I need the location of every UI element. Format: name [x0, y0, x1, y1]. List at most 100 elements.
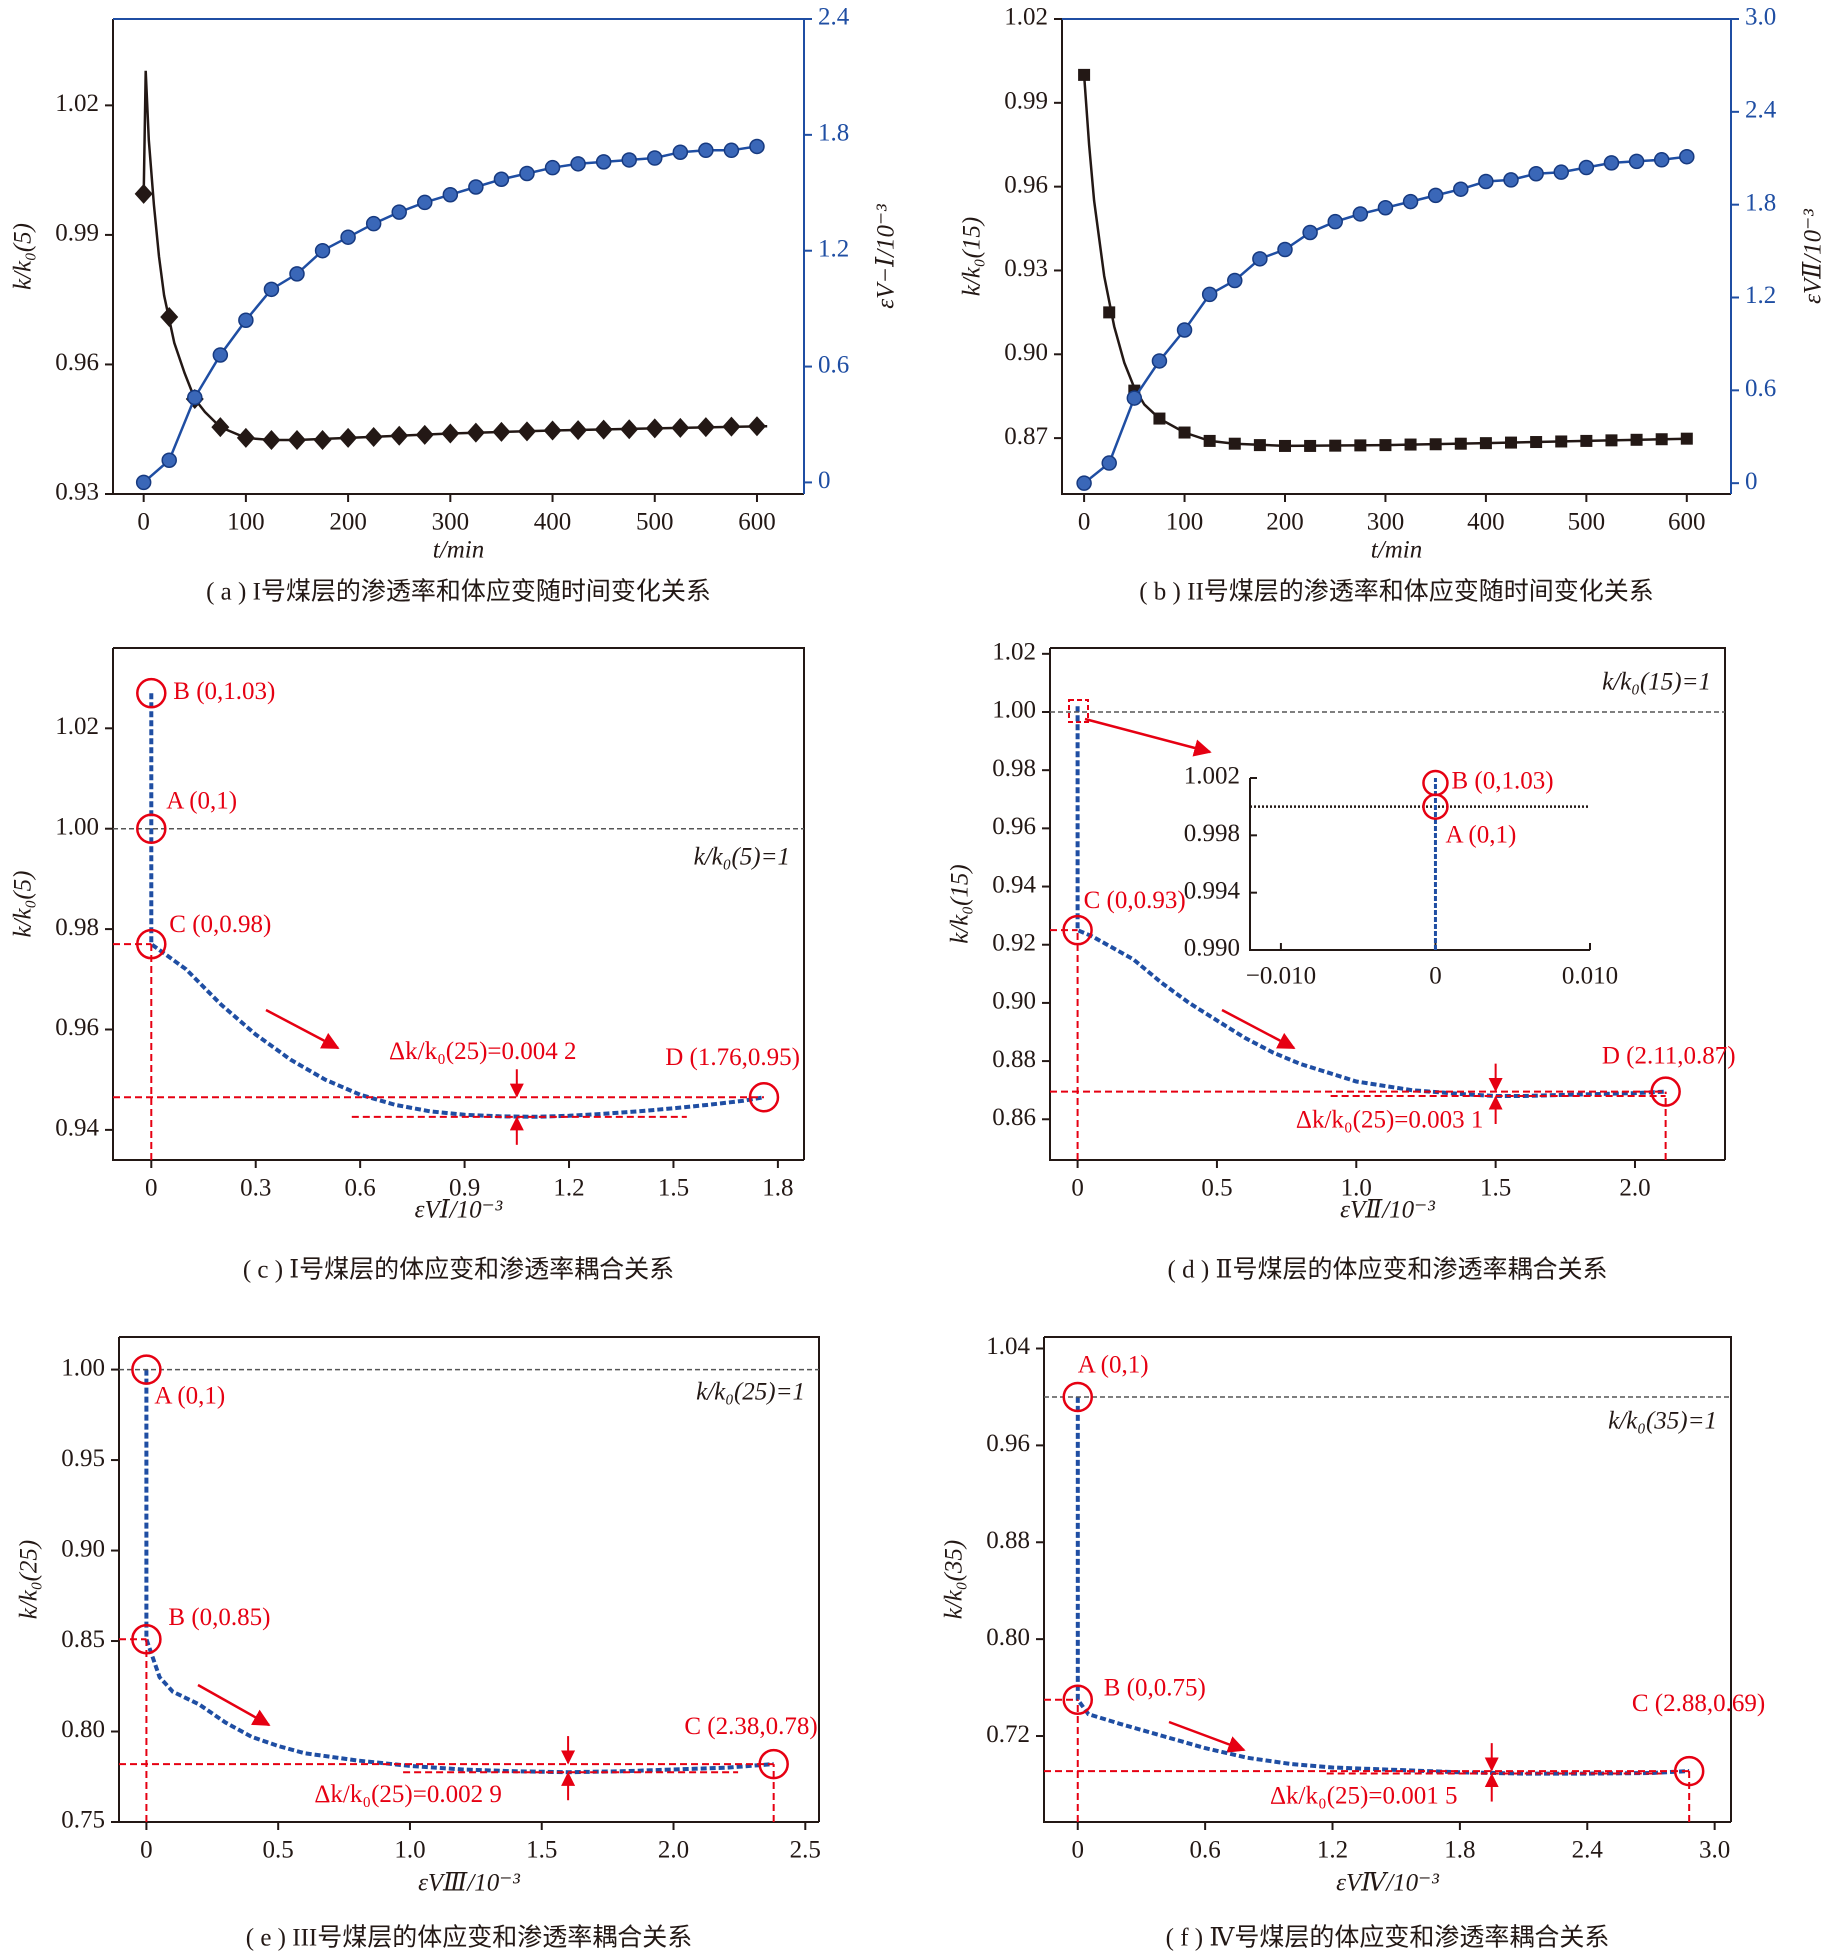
x-tick-label: 0.9	[449, 1175, 480, 1202]
marker	[238, 312, 254, 328]
axis-frame	[1043, 1337, 1731, 1823]
y-axis-label: k/k₀(5)	[10, 223, 37, 290]
marker	[519, 165, 535, 182]
x-tick-label: 2.5	[790, 1837, 821, 1864]
x-tick-label: 100	[227, 509, 265, 536]
point-marker	[1673, 1755, 1705, 1787]
zoom-box	[1068, 699, 1089, 723]
x-tick-label: 200	[1266, 509, 1304, 536]
marker	[1479, 437, 1492, 450]
marker	[1203, 434, 1216, 447]
series-line	[1075, 1396, 1690, 1776]
marker	[1076, 475, 1092, 491]
y-tick-label: 0.93	[55, 479, 99, 506]
x-tick-label: 1.8	[1444, 1837, 1475, 1864]
marker	[620, 419, 639, 440]
y-tick-label: 0.98	[55, 914, 99, 941]
trend-arrow	[1168, 1720, 1246, 1753]
marker	[466, 422, 485, 443]
point-label: C (2.88,0.69)	[1632, 1690, 1765, 1717]
marker	[1327, 213, 1343, 230]
marker	[570, 156, 586, 172]
y2-axis-label: εV−Ⅰ/10⁻³	[873, 204, 900, 309]
trend-arrow	[265, 1008, 340, 1050]
point-label: C (0,0.98)	[169, 911, 271, 938]
marker	[1680, 432, 1693, 445]
marker	[1354, 439, 1367, 452]
y-tick-label: 0.96	[1004, 171, 1048, 198]
marker	[1101, 455, 1117, 471]
y-axis-label: k/k₀(15)	[947, 864, 974, 943]
point-marker	[1062, 1381, 1094, 1413]
y-tick-label: 0.94	[992, 871, 1036, 898]
x-tick-label: 2.4	[1572, 1837, 1604, 1864]
point-label: C (0,0.93)	[1084, 887, 1186, 914]
caption: ( e ) III号煤层的体应变和渗透率耦合关系	[246, 1924, 692, 1952]
marker	[161, 452, 177, 468]
x-tick-label: 200	[329, 509, 367, 536]
y-tick-label: 0.90	[1004, 339, 1048, 366]
x-tick-label: 400	[1467, 509, 1505, 536]
caption: ( b ) II号煤层的渗透率和体应变随时间变化关系	[1139, 578, 1654, 606]
y-axis-label: k/k₀(5)	[10, 871, 37, 938]
x-tick-label: 2.0	[658, 1837, 689, 1864]
y-tick-label: 0.75	[61, 1807, 105, 1834]
x-tick-label: 100	[1166, 509, 1204, 536]
plot-area	[149, 693, 765, 1119]
x-tick-label: 1.2	[1317, 1837, 1348, 1864]
x-tick-label: 2.0	[1619, 1175, 1650, 1202]
x-tick-label: 1.2	[553, 1175, 584, 1202]
point-label: C (2.38,0.78)	[684, 1713, 817, 1740]
axis-frame	[1049, 648, 1725, 1161]
y-tick-label: 0.80	[986, 1624, 1030, 1651]
x-tick-label: 1.0	[1341, 1175, 1372, 1202]
inset-point-label: A (0,1)	[1445, 821, 1516, 848]
marker	[698, 142, 714, 159]
x-tick-label: 400	[534, 509, 572, 536]
x-tick-label: 3.0	[1699, 1837, 1730, 1864]
marker	[1427, 187, 1444, 204]
x-axis-label: εVⅢ/10⁻³	[418, 1870, 520, 1897]
point-label: B (0,1.03)	[173, 678, 275, 705]
x-tick-label: 600	[1668, 509, 1706, 536]
inset-y-tick-label: 0.998	[1184, 820, 1240, 847]
marker	[1505, 436, 1518, 449]
trend-arrow	[197, 1683, 271, 1727]
marker	[1655, 433, 1668, 446]
x-tick-label: 0	[1072, 1837, 1085, 1864]
y-tick-label: 1.04	[986, 1333, 1030, 1360]
marker	[1653, 152, 1670, 168]
delta-label: Δk/k₀(25)=0.002 9	[314, 1781, 502, 1808]
inset-axes	[1249, 778, 1590, 951]
marker	[1227, 272, 1243, 289]
x-tick-label: 0	[145, 1175, 158, 1202]
marker	[289, 266, 305, 282]
point-label: A (0,1)	[1078, 1352, 1149, 1379]
point-label: D (1.76,0.95)	[665, 1044, 800, 1071]
reference-label: k/k₀(35)=1	[1608, 1408, 1717, 1435]
y2-tick-label: 1.2	[1745, 282, 1776, 309]
marker	[1302, 224, 1318, 241]
marker	[1379, 439, 1392, 452]
y-tick-label: 0.98	[992, 755, 1036, 782]
marker	[187, 389, 203, 406]
point-label: B (0,0.85)	[168, 1604, 270, 1631]
axis-frame	[1044, 1336, 1732, 1822]
marker	[595, 154, 612, 170]
x-axis-label: εVⅠ/10⁻³	[415, 1197, 503, 1224]
marker	[1253, 439, 1266, 452]
marker	[594, 419, 613, 440]
axis-frame	[119, 1336, 820, 1822]
inset-point-label: B (0,1.03)	[1451, 768, 1553, 795]
marker	[1580, 434, 1593, 447]
reference-label: k/k₀(15)=1	[1602, 669, 1711, 696]
point-marker	[136, 677, 167, 709]
y-tick-label: 0.96	[992, 813, 1036, 840]
y-tick-label: 1.02	[992, 639, 1036, 666]
delta-label: Δk/k₀(25)=0.004 2	[389, 1038, 577, 1065]
marker	[1103, 306, 1116, 319]
point-label: D (2.11,0.87)	[1602, 1042, 1736, 1069]
marker	[365, 215, 382, 232]
x-axis-label: t/min	[1371, 537, 1422, 564]
marker	[263, 281, 280, 298]
